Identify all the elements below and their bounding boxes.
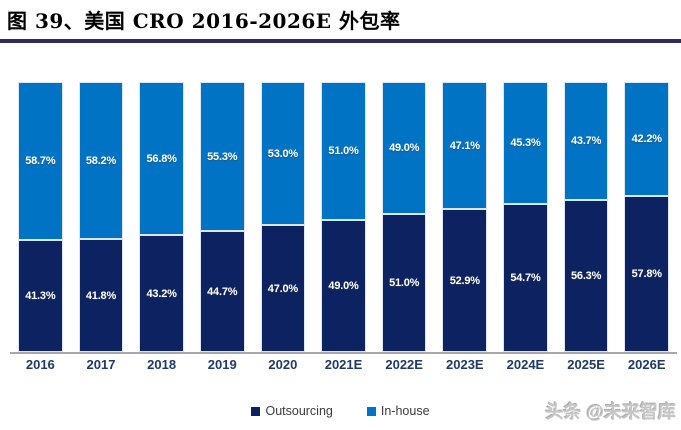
in-house-segment: 43.7% bbox=[563, 82, 609, 200]
in-house-segment: 45.3% bbox=[503, 82, 548, 205]
in-house-segment: 58.7% bbox=[18, 82, 63, 241]
in-house-segment: 51.0% bbox=[321, 82, 366, 220]
bar-2020: 53.0% 47.0% bbox=[260, 82, 306, 352]
stacked-bar-chart: 58.7% 41.3% 58.2% 41.8% 56.8% 43.2% 55.3% 44.7%… bbox=[18, 82, 670, 352]
in-house-segment: 53.0% bbox=[260, 82, 306, 226]
chart-legend: Outsourcing In-house bbox=[0, 404, 681, 418]
in-house-value-label: 51.0% bbox=[328, 144, 359, 157]
inhouse-swatch-icon bbox=[366, 406, 376, 416]
outsourcing-swatch-icon bbox=[251, 406, 261, 416]
x-axis-label-2017: 2017 bbox=[86, 357, 116, 372]
outsourcing-segment: 54.7% bbox=[503, 204, 548, 352]
outsourcing-segment: 41.3% bbox=[18, 240, 63, 352]
outsourcing-segment: 51.0% bbox=[381, 214, 427, 352]
in-house-segment: 49.0% bbox=[381, 82, 427, 215]
x-axis-line bbox=[10, 352, 677, 354]
bar-2017: 58.2% 41.8% bbox=[78, 82, 124, 352]
in-house-value-label: 55.3% bbox=[207, 150, 238, 163]
in-house-value-label: 42.2% bbox=[631, 132, 662, 145]
watermark: 头条 @未来智库 bbox=[545, 402, 676, 422]
x-axis-label-2026E: 2026E bbox=[627, 357, 666, 372]
outsourcing-value-label: 49.0% bbox=[328, 279, 359, 292]
x-axis-label-2025E: 2025E bbox=[567, 357, 605, 372]
outsourcing-value-label: 52.9% bbox=[449, 274, 480, 287]
outsourcing-value-label: 57.8% bbox=[631, 267, 662, 280]
x-axis-label-2021E: 2021E bbox=[324, 357, 363, 372]
outsourcing-value-label: 41.8% bbox=[85, 289, 117, 302]
outsourcing-value-label: 51.0% bbox=[389, 277, 420, 290]
outsourcing-value-label: 44.7% bbox=[207, 285, 238, 298]
in-house-value-label: 43.7% bbox=[570, 134, 602, 147]
legend-item-outsourcing: Outsourcing bbox=[251, 404, 333, 418]
in-house-segment: 47.1% bbox=[442, 82, 488, 210]
bar-2018: 56.8% 43.2% bbox=[139, 82, 184, 352]
x-axis-label-2024E: 2024E bbox=[506, 357, 545, 372]
in-house-value-label: 56.8% bbox=[146, 152, 177, 165]
in-house-segment: 58.2% bbox=[78, 82, 124, 240]
outsourcing-segment: 56.3% bbox=[563, 199, 609, 352]
x-axis-label-2020: 2020 bbox=[268, 357, 298, 372]
x-axis-labels: 2016 2017 2018 2019 2020 2021E 2022E 2023E 2024E… bbox=[18, 357, 669, 372]
bar-2022E: 49.0% 51.0% bbox=[381, 82, 427, 352]
outsourcing-segment: 41.8% bbox=[78, 239, 124, 352]
legend-item-inhouse: In-house bbox=[366, 404, 430, 418]
x-axis-label-2023E: 2023E bbox=[446, 357, 484, 372]
bar-2023E: 47.1% 52.9% bbox=[442, 82, 488, 352]
outsourcing-value-label: 41.3% bbox=[25, 290, 56, 303]
bar-2025E: 43.7% 56.3% bbox=[563, 82, 609, 352]
in-house-segment: 55.3% bbox=[199, 82, 245, 232]
outsourcing-segment: 57.8% bbox=[624, 195, 670, 352]
x-axis-label-2018: 2018 bbox=[147, 357, 177, 372]
in-house-value-label: 45.3% bbox=[510, 137, 541, 150]
legend-label-inhouse: In-house bbox=[380, 404, 430, 418]
legend-label-outsourcing: Outsourcing bbox=[265, 404, 333, 418]
in-house-segment: 56.8% bbox=[139, 82, 184, 236]
outsourcing-segment: 44.7% bbox=[199, 231, 245, 352]
outsourcing-segment: 43.2% bbox=[139, 235, 184, 352]
outsourcing-value-label: 56.3% bbox=[570, 269, 602, 282]
in-house-value-label: 49.0% bbox=[389, 142, 420, 155]
in-house-value-label: 58.7% bbox=[25, 155, 56, 168]
bar-2016: 58.7% 41.3% bbox=[18, 82, 63, 352]
x-axis-label-2019: 2019 bbox=[207, 357, 237, 372]
in-house-segment: 42.2% bbox=[624, 82, 670, 196]
outsourcing-segment: 49.0% bbox=[321, 219, 366, 352]
outsourcing-segment: 47.0% bbox=[260, 225, 306, 352]
bar-2019: 55.3% 44.7% bbox=[199, 82, 245, 352]
bar-2026E: 42.2% 57.8% bbox=[624, 82, 670, 352]
in-house-value-label: 53.0% bbox=[267, 147, 298, 160]
outsourcing-value-label: 54.7% bbox=[510, 272, 541, 285]
title-underline bbox=[0, 39, 681, 43]
bar-2021E: 51.0% 49.0% bbox=[321, 82, 366, 352]
x-axis-label-2016: 2016 bbox=[25, 357, 55, 372]
x-axis-label-2022E: 2022E bbox=[385, 357, 423, 372]
in-house-value-label: 47.1% bbox=[449, 139, 480, 152]
outsourcing-segment: 52.9% bbox=[442, 209, 488, 352]
outsourcing-value-label: 47.0% bbox=[267, 282, 298, 295]
outsourcing-value-label: 43.2% bbox=[146, 287, 177, 300]
bar-2024E: 45.3% 54.7% bbox=[503, 82, 548, 352]
figure-title: 图 39、美国 CRO 2016-2026E 外包率 bbox=[7, 9, 401, 33]
in-house-value-label: 58.2% bbox=[85, 154, 117, 167]
